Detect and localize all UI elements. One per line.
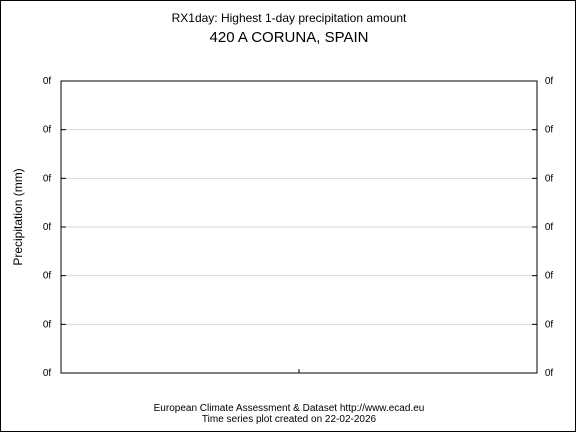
y-tick-label-right: 0f: [545, 319, 554, 330]
y-tick-label-right: 0f: [545, 222, 554, 233]
footer-created-date: Time series plot created on 22-02-2026: [202, 414, 377, 425]
y-tick-label-right: 0f: [545, 271, 554, 282]
y-tick-label-right: 0f: [545, 125, 554, 136]
y-tick-label-right: 0f: [545, 76, 554, 87]
y-tick-label-left: 0f: [43, 271, 52, 282]
chart-title: RX1day: Highest 1-day precipitation amou…: [172, 11, 407, 25]
y-tick-label-left: 0f: [43, 76, 52, 87]
y-axis-label: Precipitation (mm): [11, 168, 25, 265]
footer-credit: European Climate Assessment & Dataset ht…: [154, 403, 425, 414]
y-tick-label-right: 0f: [545, 368, 554, 379]
y-tick-label-left: 0f: [43, 222, 52, 233]
y-tick-labels: 0f 0f 0f 0f 0f 0f 0f 0f 0f 0f 0f 0f 0f 0f: [43, 76, 554, 379]
y-tick-label-left: 0f: [43, 319, 52, 330]
grid-lines: [61, 129, 537, 325]
chart-subtitle: 420 A CORUNA, SPAIN: [210, 29, 369, 46]
y-tick-label-left: 0f: [43, 125, 52, 136]
y-tick-label-left: 0f: [43, 368, 52, 379]
y-tick-label-left: 0f: [43, 173, 52, 184]
y-tick-label-right: 0f: [545, 173, 554, 184]
plot-area: [60, 80, 538, 374]
